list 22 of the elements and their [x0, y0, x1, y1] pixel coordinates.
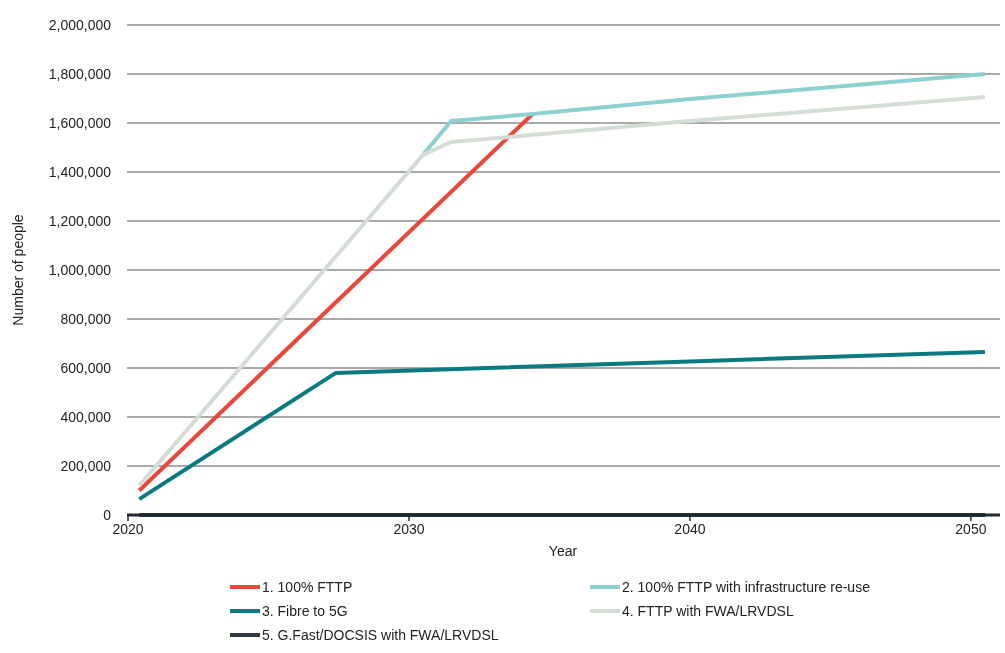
- y-tick-label: 1,400,000: [48, 163, 112, 180]
- y-tick-label: 800,000: [60, 310, 112, 327]
- legend-label: 5. G.Fast/DOCSIS with FWA/LRVDSL: [262, 626, 499, 643]
- y-tick-label: 1,200,000: [48, 212, 112, 229]
- y-tick-label: 1,600,000: [48, 114, 112, 131]
- y-axis-title: Number of people: [10, 214, 26, 326]
- y-tick-label: 600,000: [60, 359, 112, 376]
- x-tick-label: 2030: [393, 521, 425, 537]
- legend-label: 1. 100% FTTP: [262, 578, 353, 595]
- x-tick-label: 2020: [112, 521, 144, 537]
- legend-label: 2. 100% FTTP with infrastructure re-use: [622, 578, 871, 595]
- legend-label: 3. Fibre to 5G: [262, 602, 348, 619]
- y-tick-label: 2,000,000: [48, 16, 112, 33]
- y-tick-label: 400,000: [60, 408, 112, 425]
- x-tick-label: 2040: [674, 521, 706, 537]
- y-tick-label: 200,000: [60, 457, 112, 474]
- y-tick-label: 0: [103, 506, 112, 523]
- y-tick-label: 1,000,000: [48, 261, 112, 278]
- x-axis-title: Year: [548, 543, 578, 559]
- x-tick-label: 2050: [955, 521, 987, 537]
- y-tick-label: 1,800,000: [48, 65, 112, 82]
- legend-label: 4. FTTP with FWA/LRVDSL: [622, 602, 794, 619]
